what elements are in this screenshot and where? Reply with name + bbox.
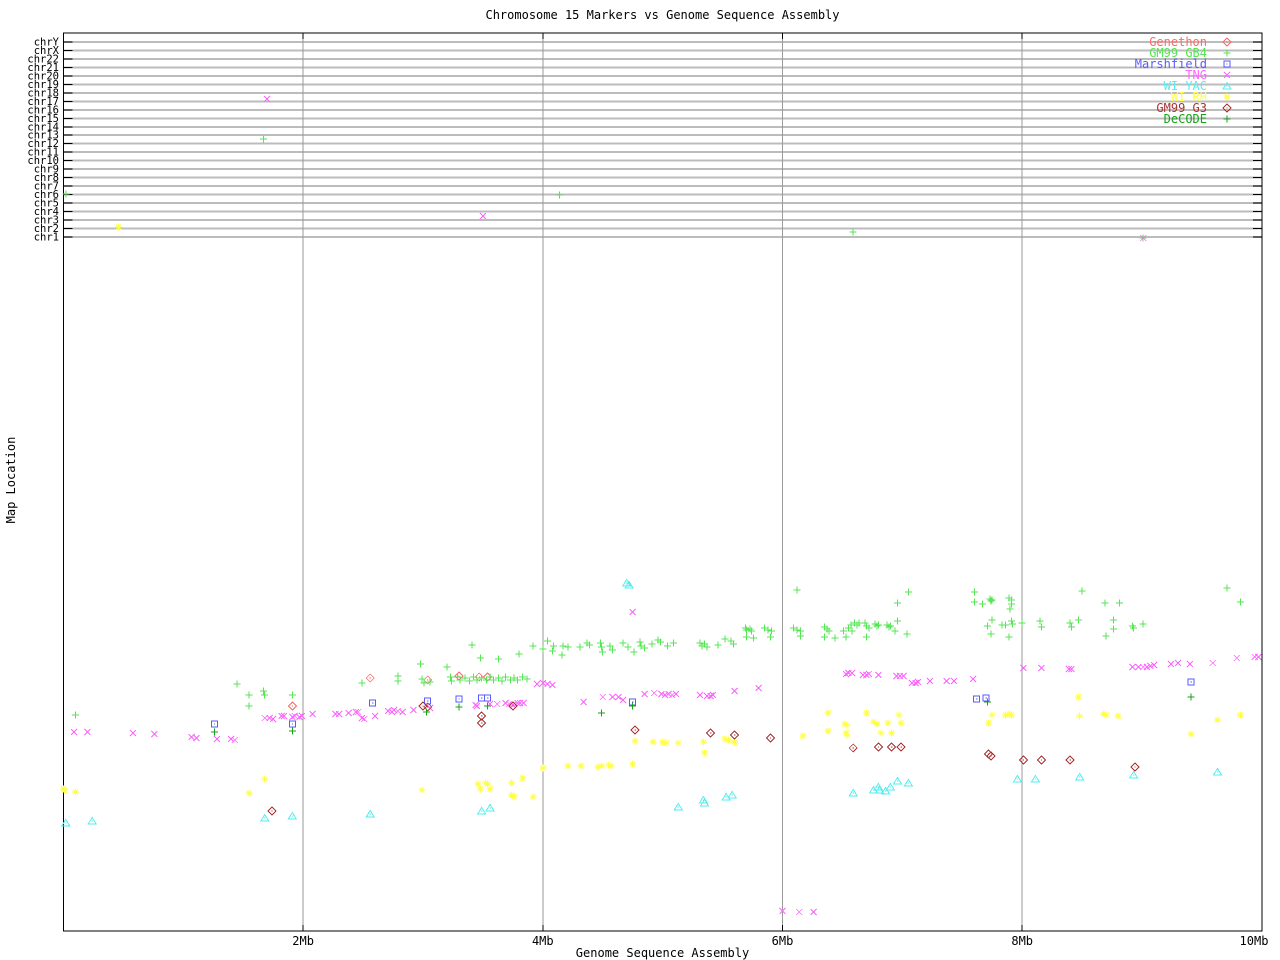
- y-tick-label-chr21: chr21: [27, 62, 59, 74]
- y-tick-label-chr22: chr22: [27, 53, 59, 65]
- legend-marker-genethon-icon: [1222, 37, 1232, 47]
- y-tick-label-chr12: chr12: [27, 138, 59, 150]
- y-tick-label-chr15: chr15: [27, 113, 59, 125]
- y-tick-label-chr14: chr14: [27, 121, 59, 133]
- chart-title: Chromosome 15 Markers vs Genome Sequence…: [485, 8, 840, 22]
- legend-marker-wi-yac-icon: [1222, 81, 1232, 90]
- legend-label-tng: TNG: [1185, 68, 1207, 82]
- series-marshfield: [210, 678, 1195, 728]
- vertical-gridlines: [302, 33, 1023, 931]
- y-tick-label-chr7: chr7: [34, 181, 59, 193]
- y-tick-label-chr5: chr5: [34, 198, 59, 210]
- legend-item-decode: DeCODE: [1164, 112, 1231, 126]
- x-tick-label-8mb: 8Mb: [1011, 934, 1033, 948]
- legend-label-gm99-g3: GM99 G3: [1156, 101, 1207, 115]
- legend-item-wi-yac: WI YAC: [1164, 79, 1232, 93]
- series-wi-yac: [60, 578, 1223, 827]
- legend-item-gm99-gb4: GM99 GB4: [1149, 46, 1231, 60]
- y-tick-label-chr16: chr16: [27, 104, 59, 116]
- legend-marker-marshfield-icon: [1223, 60, 1231, 68]
- y-tick-label-chr19: chr19: [27, 79, 59, 91]
- y-tick-label-chrx: chrX: [34, 45, 60, 57]
- legend-marker-wi-rh-icon: [1223, 93, 1231, 101]
- y-tick-label-chr11: chr11: [27, 147, 59, 159]
- series-gm99-gb4: [62, 135, 1244, 719]
- legend-label-genethon: Genethon: [1149, 35, 1207, 49]
- y-tick-label-chr13: chr13: [27, 130, 59, 142]
- legend-item-tng: TNG: [1185, 68, 1231, 82]
- legend-label-decode: DeCODE: [1164, 112, 1207, 126]
- y-tick-label-chr3: chr3: [34, 214, 59, 226]
- legend-marker-gm99-gb4-icon: [1223, 49, 1231, 57]
- y-tick-label-chr1: chr1: [34, 231, 59, 243]
- y-tick-label-chr4: chr4: [34, 206, 59, 218]
- legend-marker-decode-icon: [1223, 115, 1231, 123]
- x-tick-label-4mb: 4Mb: [532, 934, 554, 948]
- legend-item-wi-rh: WI RH: [1171, 90, 1231, 104]
- y-tick-label-chr8: chr8: [34, 172, 59, 184]
- y-tick-label-chry: chrY: [34, 37, 60, 49]
- legend-item-gm99-g3: GM99 G3: [1156, 101, 1232, 115]
- legend-label-gm99-gb4: GM99 GB4: [1149, 46, 1207, 60]
- x-axis-ticks: 2Mb 4Mb 6Mb 8Mb 10Mb: [292, 33, 1268, 948]
- series-genethon: [287, 671, 493, 711]
- series-decode: [210, 693, 1195, 736]
- y-tick-label-chr2: chr2: [34, 223, 59, 235]
- y-tick-label-chr10: chr10: [27, 155, 59, 167]
- series-gm99-g3: [267, 701, 1140, 816]
- series-wi-rh: [59, 223, 1244, 801]
- plot-border: [62, 32, 1263, 932]
- y-tick-label-chr9: chr9: [34, 164, 59, 176]
- y-tick-label-chr6: chr6: [34, 189, 59, 201]
- x-axis-label: Genome Sequence Assembly: [575, 946, 750, 960]
- x-tick-label-6mb: 6Mb: [772, 934, 794, 948]
- legend-item-marshfield: Marshfield: [1135, 57, 1231, 71]
- legend-marker-gm99-g3-icon: [1222, 103, 1232, 113]
- legend-marker-tng-icon: [1223, 71, 1231, 79]
- legend-item-genethon: Genethon: [1149, 35, 1232, 49]
- x-tick-label-2mb: 2Mb: [292, 934, 314, 948]
- chromosome-bands: chrYchrXchr22chr21chr20chr19chr18chr17ch…: [27, 37, 1262, 243]
- y-tick-label-chr18: chr18: [27, 87, 59, 99]
- legend-label-wi-rh: WI RH: [1171, 90, 1207, 104]
- legend-label-marshfield: Marshfield: [1135, 57, 1207, 71]
- y-tick-label-chr17: chr17: [27, 96, 59, 108]
- x-tick-label-10mb: 10Mb: [1240, 934, 1269, 948]
- y-tick-label-chr20: chr20: [27, 70, 59, 82]
- legend-label-wi-yac: WI YAC: [1164, 79, 1207, 93]
